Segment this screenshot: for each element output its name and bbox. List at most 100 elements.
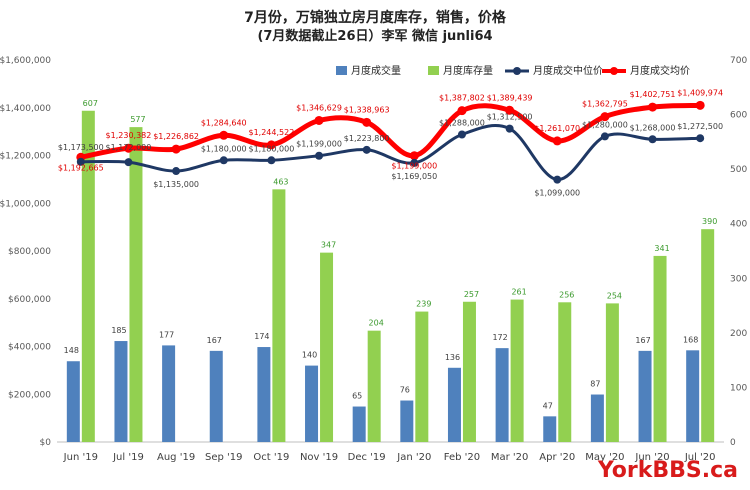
sales-bar (495, 348, 509, 442)
inventory-bar (415, 311, 429, 442)
x-tick-label: Jun '19 (63, 452, 98, 463)
median-price-point (553, 175, 562, 184)
axes: $0 $200,000 $400,000 $600,000 $800,000 $1,000… (0, 56, 747, 463)
sales-bar (447, 367, 461, 442)
sales-bar (686, 350, 700, 442)
inventory-bar-label: 577 (130, 115, 145, 124)
average-price-point (695, 100, 705, 110)
x-tick-label: Jul '20 (684, 452, 716, 463)
median-price-label: $1,135,000 (153, 180, 199, 189)
inventory-bar (701, 229, 715, 442)
sales-bar-label: 167 (635, 336, 650, 345)
average-price-point (362, 117, 372, 127)
median-price-label: $1,288,000 (439, 118, 485, 127)
legend-label: 月度成交均价 (630, 64, 690, 77)
x-tick-label: Mar '20 (491, 452, 529, 463)
inventory-bar (272, 189, 286, 442)
legend-swatch-marker (610, 67, 618, 75)
average-price-label: $1,192,665 (58, 163, 104, 172)
median-price-label: $1,223,800 (344, 134, 390, 143)
y-left-tick-label: $1,400,000 (0, 104, 51, 114)
median-price-label: $1,280,000 (582, 120, 628, 129)
sales-bar (352, 406, 366, 442)
median-price-label: $1,169,050 (391, 172, 437, 181)
sales-bar (114, 341, 128, 442)
average-price-label: $1,230,382 (106, 131, 152, 140)
median-price-point (362, 145, 371, 154)
watermark: YorkBBS.ca (597, 458, 738, 483)
legend: 月度成交量 月度库存量 月度成交中位价 月度成交均价 (336, 64, 690, 77)
sales-bar (543, 416, 557, 442)
legend-swatch (428, 66, 439, 75)
sales-bar-label: 174 (254, 332, 269, 341)
inventory-bar-label: 390 (702, 217, 717, 226)
sales-bar-label: 168 (683, 335, 698, 344)
median-price-point (696, 134, 705, 143)
sales-bar-label: 148 (64, 346, 79, 355)
y-left-tick-label: $0 (40, 438, 52, 448)
inventory-bar-label: 204 (369, 319, 384, 328)
average-price-label: $1,284,640 (201, 118, 247, 127)
median-price-point (600, 132, 609, 141)
average-price-point (409, 151, 419, 161)
x-tick-label: Dec '19 (348, 452, 386, 463)
data-labels: 148 607 185 577 177 167 174 463 140 347 65 204 76 239… (58, 88, 723, 410)
sales-bar-label: 177 (159, 330, 174, 339)
x-tick-label: Nov '19 (300, 452, 338, 463)
x-tick-label: Feb '20 (444, 452, 480, 463)
inventory-bar (320, 252, 334, 442)
average-price-label: $1,346,629 (296, 103, 342, 112)
inventory-bar (367, 330, 381, 442)
average-price-label: $1,389,439 (487, 93, 533, 102)
median-price-label: $1,180,000 (248, 144, 294, 153)
x-tick-label: Jun '20 (634, 452, 669, 463)
sales-bar-label: 136 (445, 353, 460, 362)
y-right-tick-label: 0 (730, 438, 736, 448)
x-tick-label: Jul '19 (112, 452, 144, 463)
median-price-point (76, 157, 85, 166)
average-price-label: $1,261,070 (534, 124, 580, 133)
y-left-tick-label: $1,000,000 (0, 199, 51, 209)
legend-swatch-marker (513, 67, 521, 75)
sales-bar-label: 172 (492, 333, 507, 342)
inventory-bar-label: 256 (559, 290, 574, 299)
y-left-tick-label: $600,000 (8, 295, 51, 305)
median-price-point (648, 135, 657, 144)
median-price-point (124, 158, 133, 167)
x-tick-label: Apr '20 (539, 452, 575, 463)
average-price-point (505, 105, 515, 115)
average-price-point (552, 136, 562, 146)
average-price-point (171, 144, 181, 154)
inventory-bar (129, 127, 143, 442)
sales-bar-label: 185 (111, 326, 126, 335)
median-price-label: $1,180,000 (201, 144, 247, 153)
inventory-bar-label: 463 (273, 177, 288, 186)
chart-subtitle: (7月数据截止26日）李军 微信 junli64 (257, 28, 492, 44)
median-price-point (315, 151, 324, 160)
inventory-bar-label: 607 (83, 99, 98, 108)
inventory-bar-label: 254 (607, 291, 622, 300)
y-right-tick-label: 400 (730, 220, 747, 230)
inventory-bar-label: 257 (464, 290, 479, 299)
average-price-label: $1,362,795 (582, 100, 628, 109)
median-price-point (219, 156, 228, 165)
y-right-tick-label: 300 (730, 274, 747, 284)
y-left-tick-label: $400,000 (8, 343, 51, 353)
x-tick-label: Oct '19 (253, 452, 289, 463)
legend-swatch (336, 66, 347, 75)
median-price-label: $1,172,000 (106, 143, 152, 152)
y-right-tick-label: 200 (730, 329, 747, 339)
sales-bar (209, 350, 223, 442)
sales-bar-label: 65 (352, 392, 362, 401)
inventory-bar (81, 110, 95, 442)
inventory-bar-label: 261 (511, 288, 526, 297)
average-price-point (266, 140, 276, 150)
average-price-label: $1,409,974 (677, 88, 723, 97)
inventory-bar (462, 301, 476, 442)
sales-bar (66, 361, 80, 442)
lines (76, 100, 705, 184)
x-tick-label: Sep '19 (205, 452, 243, 463)
x-tick-label: May '20 (585, 452, 624, 463)
average-price-label: $1,387,802 (439, 94, 485, 103)
